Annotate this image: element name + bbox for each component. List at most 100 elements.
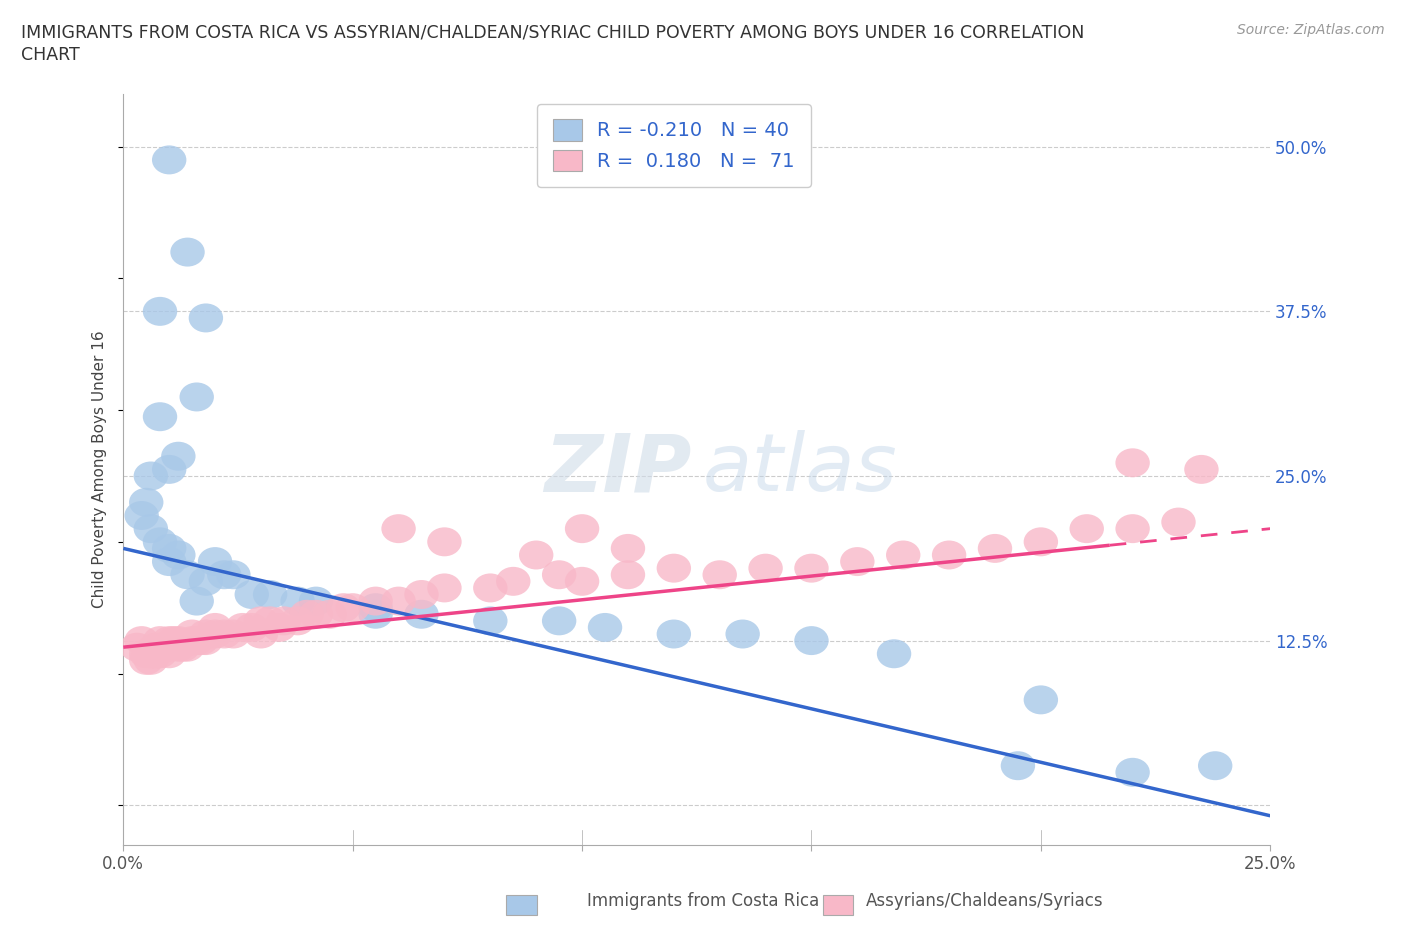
- Ellipse shape: [1024, 527, 1059, 556]
- Ellipse shape: [184, 626, 218, 655]
- Ellipse shape: [610, 560, 645, 590]
- Ellipse shape: [541, 606, 576, 635]
- Text: ZIP: ZIP: [544, 431, 690, 509]
- Ellipse shape: [152, 626, 187, 655]
- Ellipse shape: [152, 534, 187, 563]
- Ellipse shape: [143, 527, 177, 556]
- Ellipse shape: [170, 560, 205, 590]
- Ellipse shape: [886, 540, 921, 569]
- Ellipse shape: [170, 632, 205, 661]
- Ellipse shape: [299, 587, 333, 616]
- Ellipse shape: [143, 403, 177, 432]
- Ellipse shape: [188, 619, 224, 648]
- Ellipse shape: [1070, 514, 1104, 543]
- Ellipse shape: [280, 606, 315, 635]
- Y-axis label: Child Poverty Among Boys Under 16: Child Poverty Among Boys Under 16: [93, 330, 107, 608]
- Ellipse shape: [326, 593, 361, 622]
- Ellipse shape: [312, 600, 347, 629]
- Ellipse shape: [1184, 455, 1219, 484]
- Ellipse shape: [143, 639, 177, 669]
- Ellipse shape: [262, 613, 297, 642]
- Ellipse shape: [134, 461, 169, 490]
- Ellipse shape: [143, 297, 177, 326]
- Ellipse shape: [1198, 751, 1233, 780]
- Ellipse shape: [156, 626, 191, 655]
- Ellipse shape: [1001, 751, 1035, 780]
- Ellipse shape: [166, 632, 200, 661]
- Ellipse shape: [877, 639, 911, 669]
- Ellipse shape: [977, 534, 1012, 563]
- Ellipse shape: [1161, 508, 1195, 537]
- Ellipse shape: [207, 560, 242, 590]
- Ellipse shape: [162, 540, 195, 569]
- Ellipse shape: [125, 626, 159, 655]
- Ellipse shape: [280, 587, 315, 616]
- Ellipse shape: [162, 632, 195, 661]
- Text: Source: ZipAtlas.com: Source: ZipAtlas.com: [1237, 23, 1385, 37]
- Ellipse shape: [134, 645, 169, 675]
- Ellipse shape: [162, 442, 195, 471]
- Ellipse shape: [794, 626, 828, 655]
- Ellipse shape: [174, 626, 209, 655]
- Ellipse shape: [841, 547, 875, 576]
- Ellipse shape: [359, 587, 392, 616]
- Ellipse shape: [198, 613, 232, 642]
- Ellipse shape: [198, 619, 232, 648]
- Ellipse shape: [162, 626, 195, 655]
- Ellipse shape: [125, 501, 159, 530]
- Ellipse shape: [725, 619, 759, 648]
- Ellipse shape: [1115, 514, 1150, 543]
- Ellipse shape: [253, 606, 287, 635]
- Ellipse shape: [143, 632, 177, 661]
- Ellipse shape: [610, 534, 645, 563]
- Ellipse shape: [253, 580, 287, 609]
- Text: IMMIGRANTS FROM COSTA RICA VS ASSYRIAN/CHALDEAN/SYRIAC CHILD POVERTY AMONG BOYS : IMMIGRANTS FROM COSTA RICA VS ASSYRIAN/C…: [21, 23, 1084, 41]
- Ellipse shape: [299, 600, 333, 629]
- Ellipse shape: [143, 626, 177, 655]
- Ellipse shape: [152, 145, 187, 175]
- Ellipse shape: [1024, 685, 1059, 714]
- Ellipse shape: [290, 600, 323, 629]
- Ellipse shape: [267, 606, 301, 635]
- Ellipse shape: [120, 632, 155, 661]
- Ellipse shape: [180, 626, 214, 655]
- Ellipse shape: [188, 303, 224, 332]
- Ellipse shape: [657, 553, 690, 583]
- Ellipse shape: [134, 639, 169, 669]
- Ellipse shape: [180, 587, 214, 616]
- Ellipse shape: [496, 567, 530, 596]
- Ellipse shape: [188, 567, 224, 596]
- Ellipse shape: [235, 613, 269, 642]
- Ellipse shape: [474, 606, 508, 635]
- Ellipse shape: [134, 514, 169, 543]
- Ellipse shape: [129, 488, 163, 517]
- Ellipse shape: [427, 574, 461, 603]
- Ellipse shape: [207, 619, 242, 648]
- Ellipse shape: [148, 632, 181, 661]
- Legend: R = -0.210   N = 40, R =  0.180   N =  71: R = -0.210 N = 40, R = 0.180 N = 71: [537, 104, 810, 187]
- Ellipse shape: [359, 600, 392, 629]
- Ellipse shape: [152, 455, 187, 484]
- Text: Immigrants from Costa Rica: Immigrants from Costa Rica: [586, 892, 820, 910]
- Ellipse shape: [129, 639, 163, 669]
- Ellipse shape: [170, 237, 205, 267]
- Ellipse shape: [225, 613, 260, 642]
- Ellipse shape: [427, 527, 461, 556]
- Ellipse shape: [180, 382, 214, 411]
- Ellipse shape: [359, 593, 392, 622]
- Ellipse shape: [138, 639, 173, 669]
- Ellipse shape: [748, 553, 783, 583]
- Ellipse shape: [474, 574, 508, 603]
- Ellipse shape: [405, 600, 439, 629]
- Ellipse shape: [657, 619, 690, 648]
- Ellipse shape: [217, 560, 250, 590]
- Ellipse shape: [541, 560, 576, 590]
- Ellipse shape: [129, 645, 163, 675]
- Ellipse shape: [405, 580, 439, 609]
- Text: atlas: atlas: [703, 431, 897, 509]
- Ellipse shape: [174, 619, 209, 648]
- Ellipse shape: [235, 580, 269, 609]
- Ellipse shape: [703, 560, 737, 590]
- Ellipse shape: [217, 619, 250, 648]
- Ellipse shape: [1115, 758, 1150, 787]
